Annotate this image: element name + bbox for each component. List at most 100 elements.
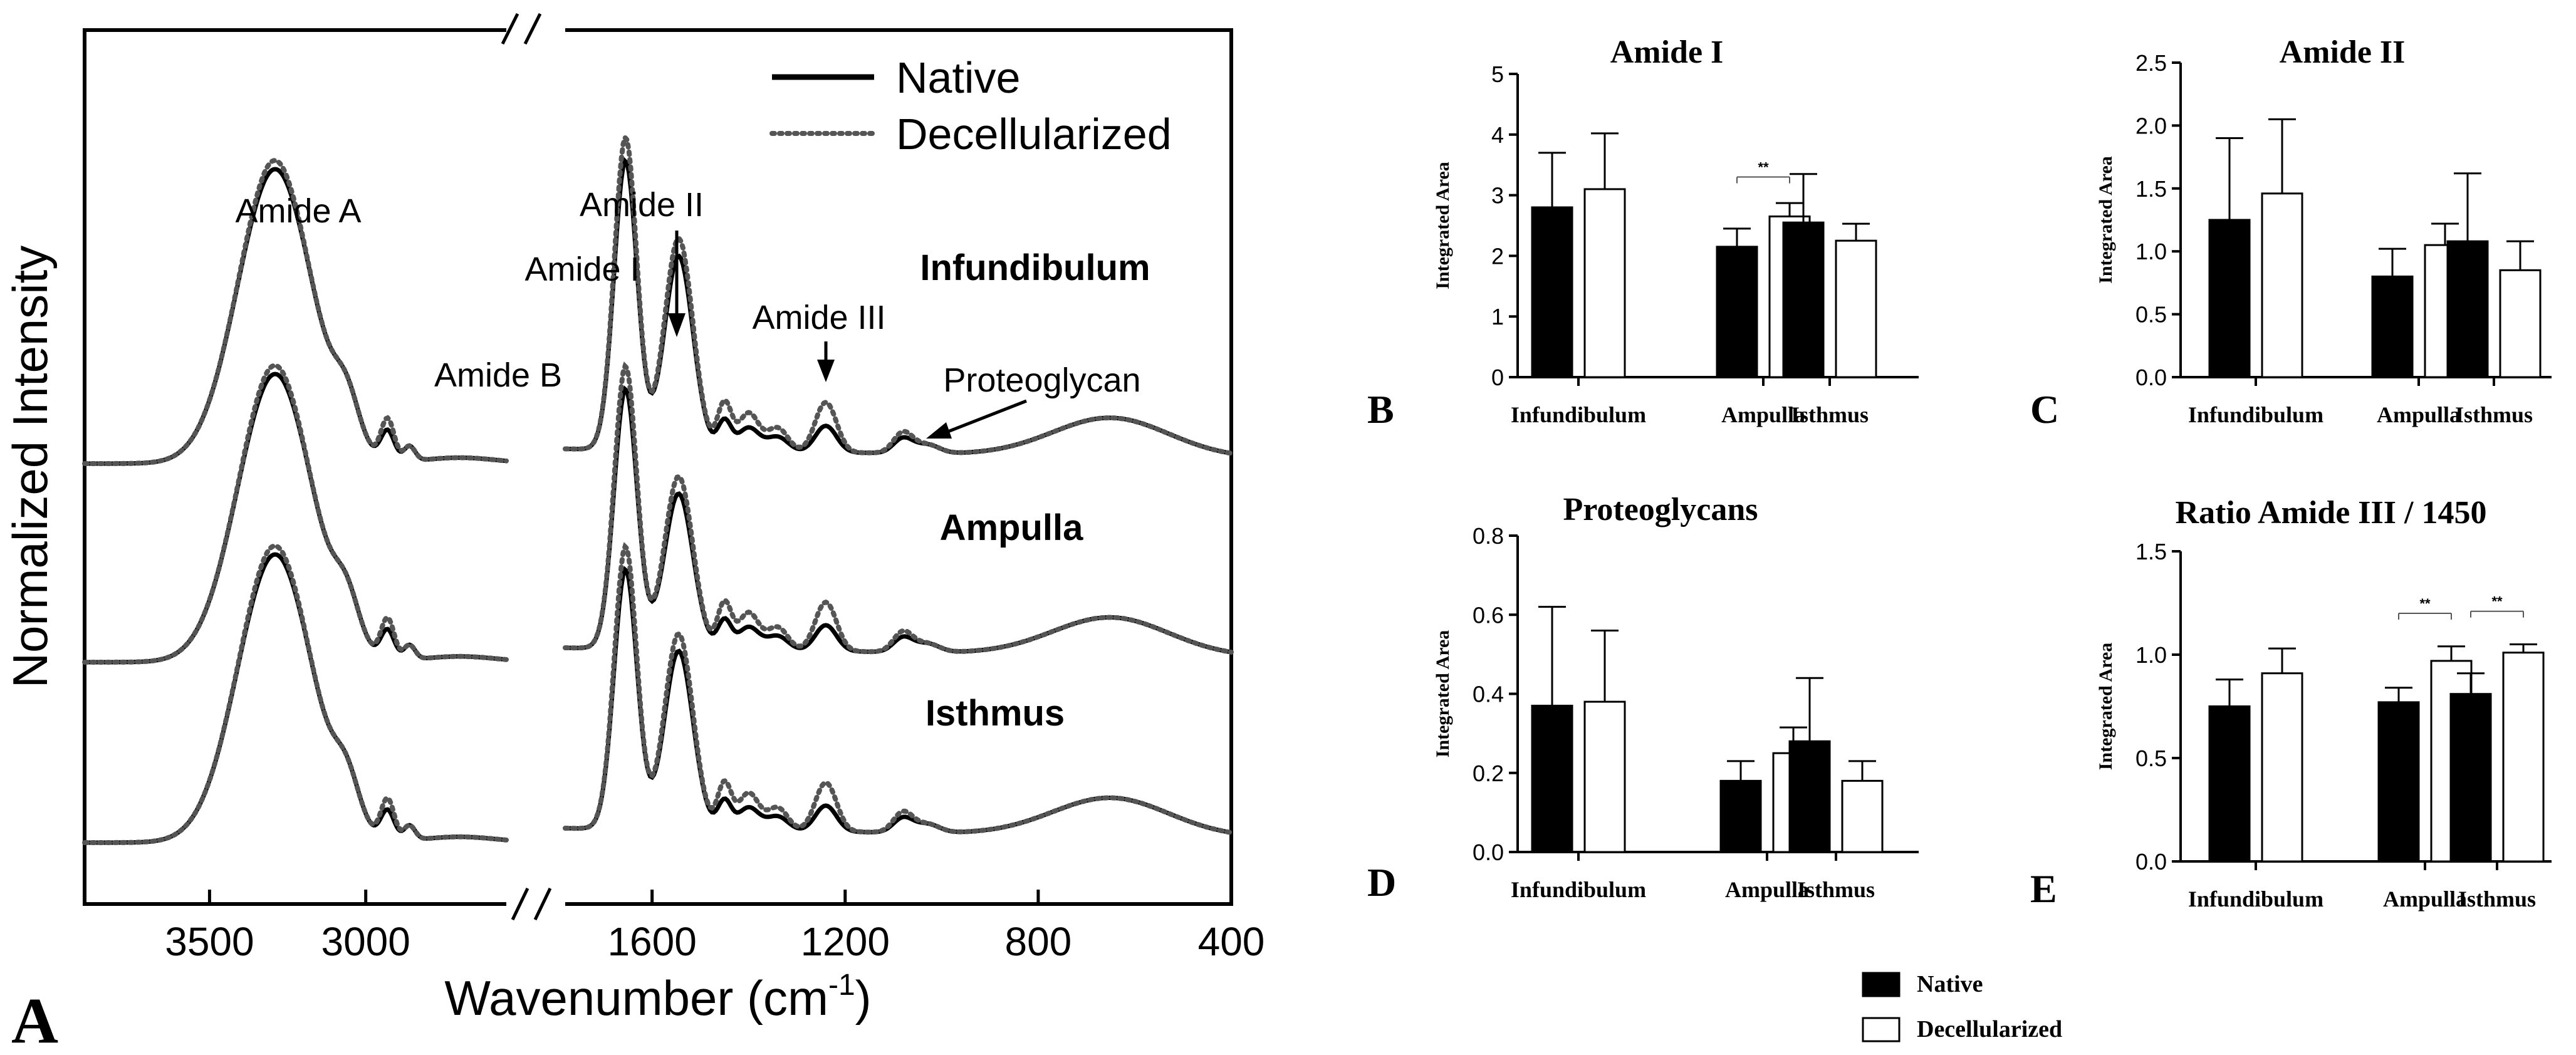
y-tick-label: 0.5 (2135, 302, 2167, 328)
x-tick-label: 1600 (607, 919, 696, 964)
bar-chart-title: Amide II (2280, 34, 2406, 70)
bar-chart-title: Ratio Amide III / 1450 (2176, 495, 2487, 531)
y-tick-label: 0.8 (1473, 523, 1504, 549)
x-tick-label: 3500 (165, 919, 254, 964)
y-tick-label: 4 (1491, 122, 1504, 148)
category-label: Ampulla (1725, 877, 1809, 902)
axis-break-gap-bottom (506, 896, 565, 912)
bar-y-axis-label: Integrated Area (1432, 162, 1453, 289)
x-axis-label-superscript: -1 (828, 969, 855, 1002)
x-tick-label: 400 (1198, 919, 1265, 964)
bar-decellularized-infundibulum (1583, 700, 1626, 853)
bar-chart-amide-ii: 0.0 0.5 1.0 1.5 2.0 2.5 Amide II Integrated Are… (2030, 34, 2552, 432)
bar-legend-native-label: Native (1917, 971, 1983, 997)
x-tick-label: 1200 (801, 919, 890, 964)
bar-decellularized-isthmus (1835, 239, 1877, 378)
y-tick-label: 2.0 (2135, 113, 2167, 138)
axis-break-mark-top (501, 13, 542, 45)
peak-label-amide-iii: Amide III (752, 299, 885, 336)
spectrum-line-ampulla-decellularized (82, 361, 1234, 665)
bar-decellularized-isthmus (2502, 652, 2545, 863)
bar-chart-ratio-amide-iii-1450: 0.0 0.5 1.0 1.5 Ratio Amide III / 1450 Integr… (2030, 495, 2552, 912)
region-label-ampulla: Ampulla (940, 507, 1084, 548)
bar-legend-decell-swatch (1862, 1017, 1901, 1042)
peak-label-amide-b: Amide B (434, 356, 562, 394)
bar-chart-title: Amide I (1610, 34, 1724, 70)
region-label-isthmus: Isthmus (926, 693, 1065, 734)
bar-native-ampulla (2371, 275, 2414, 378)
arrow-amide-ii (668, 231, 686, 337)
category-label: Infundibulum (2188, 886, 2323, 912)
bar-native-infundibulum (1531, 704, 1573, 853)
spectra-x-ticks: 3500 3000 1600 1200 800 400 (165, 890, 1265, 964)
significance-label: ** (1758, 160, 1769, 175)
category-label: Isthmus (2458, 886, 2536, 912)
bar-native-ampulla (1719, 779, 1762, 853)
category-label: Ampulla (1721, 402, 1805, 427)
category-label: Isthmus (1797, 877, 1875, 902)
y-tick-label: 0.2 (1473, 761, 1504, 786)
category-label: Ampulla (2377, 402, 2461, 427)
panel-letter: C (2030, 387, 2059, 432)
bar-native-isthmus (1782, 221, 1825, 378)
bar-decellularized-infundibulum (2261, 192, 2303, 378)
y-tick-label: 0.0 (2135, 365, 2167, 390)
peak-label-proteoglycan: Proteoglycan (943, 361, 1140, 399)
bar-native-infundibulum (2208, 219, 2251, 378)
legend-native-label: Native (896, 53, 1020, 102)
x-tick-label: 800 (1004, 919, 1072, 964)
peak-label-amide-i: Amide I (524, 251, 639, 288)
y-tick-label: 0.5 (2135, 746, 2167, 771)
bar-native-ampulla (2377, 701, 2420, 863)
y-tick-label: 3 (1491, 183, 1504, 209)
spectrum-line-isthmus-decellularized (82, 542, 1234, 845)
bar-decellularized-isthmus (1841, 779, 1884, 853)
bar-native-isthmus (2449, 693, 2492, 863)
y-tick-label: 5 (1491, 61, 1504, 87)
y-tick-label: 0.0 (1473, 839, 1504, 865)
spectra-curves (82, 132, 1234, 845)
region-label-infundibulum: Infundibulum (920, 247, 1150, 288)
category-label: Isthmus (2455, 402, 2533, 427)
spectra-frame (83, 28, 1233, 906)
bar-chart-title: Proteoglycans (1563, 492, 1758, 528)
y-tick-label: 0.0 (2135, 849, 2167, 875)
panel-letter: E (2030, 866, 2057, 911)
category-label: Infundibulum (1511, 877, 1646, 902)
y-tick-label: 1.0 (2135, 642, 2167, 668)
y-tick-label: 0.6 (1473, 602, 1504, 628)
y-tick-label: 0.4 (1473, 682, 1504, 707)
panel-letter-a: A (11, 985, 58, 1055)
bar-decellularized-isthmus (2499, 269, 2542, 378)
category-label: Ampulla (2383, 886, 2467, 912)
y-tick-label: 1 (1491, 304, 1504, 330)
bar-chart-proteoglycans: 0.0 0.2 0.4 0.6 0.8 Proteoglycans Integrated A… (1367, 492, 1919, 905)
y-tick-label: 2 (1491, 243, 1504, 269)
bar-y-axis-label: Integrated Area (1432, 630, 1453, 758)
panel-letter: B (1367, 387, 1394, 432)
bar-decellularized-infundibulum (2261, 672, 2303, 863)
spectra-panel: 3500 3000 1600 1200 800 400 Native Decellular… (3, 13, 1265, 1055)
peak-label-amide-ii: Amide II (580, 186, 704, 224)
y-tick-label: 2.5 (2135, 50, 2167, 76)
y-tick-label: 1.5 (2135, 176, 2167, 202)
bar-legend-native-swatch (1862, 972, 1901, 997)
x-axis-label-main: Wavenumber (cm (444, 970, 828, 1026)
category-label: Infundibulum (1511, 402, 1646, 427)
x-tick-label: 3000 (321, 919, 410, 964)
significance-label: ** (2419, 596, 2431, 611)
panel-letter: D (1367, 860, 1396, 905)
spectra-y-axis-label: Normalized Intensity (3, 246, 58, 689)
bar-legend-decell-label: Decellularized (1917, 1016, 2062, 1042)
axis-break-mark-bottom (511, 887, 552, 921)
legend-decell-label: Decellularized (896, 110, 1172, 159)
bar-panels: 0 1 2 3 4 5 Amide I Integrated Area B Infundibulu… (1367, 34, 2552, 912)
category-label: Isthmus (1791, 402, 1869, 427)
bar-chart-amide-i: 0 1 2 3 4 5 Amide I Integrated Area B Infundibulu… (1367, 34, 1919, 432)
x-axis-label-close: ) (855, 970, 872, 1026)
bar-native-isthmus (1788, 740, 1831, 853)
y-tick-label: 1.5 (2135, 539, 2167, 564)
significance-label: ** (2491, 594, 2503, 610)
arrow-proteoglycan (926, 399, 1027, 439)
